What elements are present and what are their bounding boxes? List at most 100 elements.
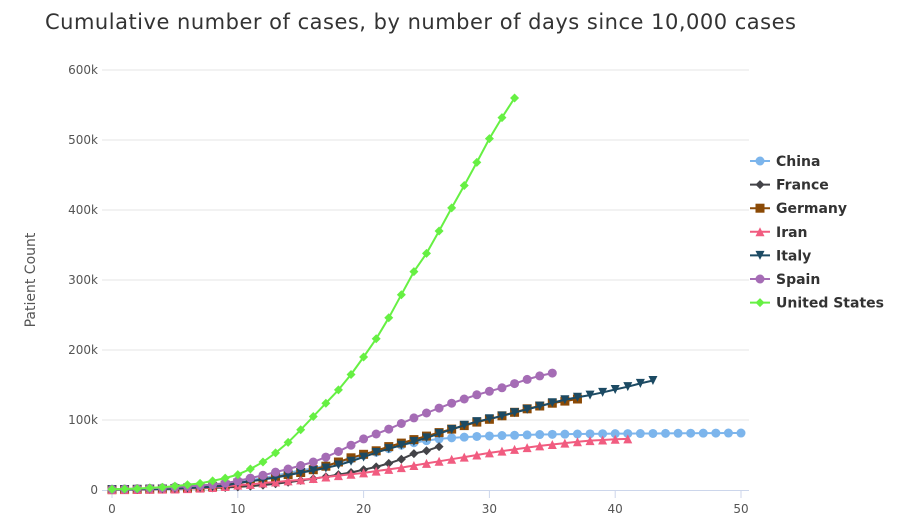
legend-item-iran[interactable]: Iran [750,225,808,241]
data-point-united-states [321,398,331,408]
data-point-china [497,431,507,441]
legend-item-italy[interactable]: Italy [750,248,811,264]
data-point-spain [510,379,520,389]
data-point-italy [447,424,457,434]
y-tick-label: 500k [68,133,98,147]
data-point-china [623,429,633,439]
data-point-united-states [384,313,394,323]
data-point-china [547,429,557,439]
data-point-china [711,428,721,438]
data-point-united-states [409,267,419,277]
legend-item-united-states[interactable]: United States [750,296,884,312]
data-point-iran [535,441,545,451]
data-point-iran [447,454,457,464]
data-point-italy [434,429,444,439]
data-point-spain [346,440,356,450]
data-point-italy [585,390,595,400]
legend-label: France [776,178,829,194]
data-point-united-states [396,290,406,300]
data-point-iran [409,461,419,470]
y-tick-label: 100k [68,413,98,427]
legend-marker [755,250,765,260]
data-point-spain [245,473,255,483]
data-point-italy [635,378,645,388]
data-point-italy [547,398,557,408]
data-point-italy [283,470,293,480]
data-point-united-states [271,448,281,458]
y-tick-label: 200k [68,343,98,357]
data-point-iran [598,435,608,445]
y-axis-ticks: 0 100k 200k 300k 400k 500k 600k [68,63,98,497]
data-point-china [510,430,520,440]
data-point-spain [522,374,532,384]
data-point-iran [434,456,444,466]
data-point-italy [459,420,469,430]
grid-lines [102,69,749,421]
data-point-united-states [459,181,469,190]
data-point-iran [396,463,406,473]
data-point-italy [560,395,570,405]
data-point-italy [359,452,369,462]
data-point-united-states [170,481,180,491]
data-point-spain [258,470,268,480]
data-point-italy [522,404,532,414]
data-point-iran [308,473,318,483]
data-point-china [661,428,671,438]
data-point-spain [396,419,406,428]
data-point-united-states [472,157,482,167]
data-point-iran [422,458,431,468]
data-point-iran [484,448,494,458]
x-tick-label: 20 [356,502,371,516]
legend-item-france[interactable]: France [750,178,829,194]
data-point-italy [409,437,419,447]
data-point-united-states [308,412,318,421]
legend-marker [755,298,765,308]
legend: China France Germany Iran Italy Spain United S… [750,154,884,312]
data-point-iran [333,471,343,481]
data-point-iran [472,450,482,460]
data-point-iran [510,444,520,454]
data-point-iran [610,434,620,444]
data-point-iran [522,443,532,453]
data-point-china [598,429,608,439]
data-point-spain [283,464,293,474]
legend-marker [755,227,765,237]
series-united-states [107,93,520,494]
legend-marker [755,203,765,213]
data-point-china [698,428,708,438]
data-point-united-states [447,203,457,213]
data-point-iran [572,437,582,447]
series-line-italy [111,379,654,491]
legend-item-spain[interactable]: Spain [750,272,820,288]
data-point-italy [497,411,507,421]
legend-item-germany[interactable]: Germany [750,201,847,217]
data-point-united-states [182,480,192,490]
y-tick-label: 600k [68,63,98,77]
data-point-china [585,429,595,439]
data-point-spain [384,424,394,434]
data-point-china [723,428,733,438]
data-point-italy [371,448,381,458]
data-point-iran [321,472,331,482]
data-point-france [409,449,419,459]
y-axis-title: Patient Count [23,232,39,327]
data-point-italy [572,392,582,402]
legend-label: Spain [776,272,820,288]
data-point-united-states [120,484,130,494]
legend-marker [755,274,765,284]
legend-item-china[interactable]: China [750,154,820,170]
x-tick-label: 0 [108,502,116,516]
data-point-france [422,446,431,456]
data-point-iran [459,452,469,462]
data-point-italy [623,382,633,392]
data-point-italy [396,440,406,450]
data-point-spain [233,476,243,486]
y-tick-label: 400k [68,203,98,217]
data-point-italy [535,401,545,411]
data-point-france [396,454,406,464]
data-point-china [484,431,494,441]
data-point-china [572,429,582,439]
legend-label: United States [776,296,884,312]
x-tick-label: 50 [733,502,748,516]
